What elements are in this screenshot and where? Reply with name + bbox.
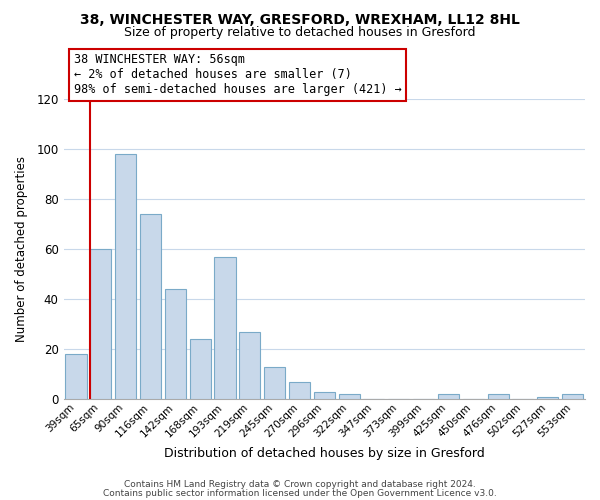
Bar [289, 382, 310, 399]
Text: Contains public sector information licensed under the Open Government Licence v3: Contains public sector information licen… [103, 488, 497, 498]
X-axis label: Distribution of detached houses by size in Gresford: Distribution of detached houses by size … [164, 447, 485, 460]
Bar [239, 332, 260, 399]
Text: 38 WINCHESTER WAY: 56sqm
← 2% of detached houses are smaller (7)
98% of semi-det: 38 WINCHESTER WAY: 56sqm ← 2% of detache… [74, 54, 402, 96]
Bar [140, 214, 161, 399]
Bar [562, 394, 583, 399]
Bar [115, 154, 136, 399]
Bar [65, 354, 86, 399]
Bar [214, 256, 236, 399]
Text: 38, WINCHESTER WAY, GRESFORD, WREXHAM, LL12 8HL: 38, WINCHESTER WAY, GRESFORD, WREXHAM, L… [80, 12, 520, 26]
Bar [165, 289, 186, 399]
Bar [537, 396, 559, 399]
Bar [314, 392, 335, 399]
Bar [90, 249, 112, 399]
Bar [488, 394, 509, 399]
Text: Contains HM Land Registry data © Crown copyright and database right 2024.: Contains HM Land Registry data © Crown c… [124, 480, 476, 489]
Bar [438, 394, 459, 399]
Y-axis label: Number of detached properties: Number of detached properties [15, 156, 28, 342]
Text: Size of property relative to detached houses in Gresford: Size of property relative to detached ho… [124, 26, 476, 39]
Bar [338, 394, 359, 399]
Bar [264, 366, 285, 399]
Bar [190, 339, 211, 399]
